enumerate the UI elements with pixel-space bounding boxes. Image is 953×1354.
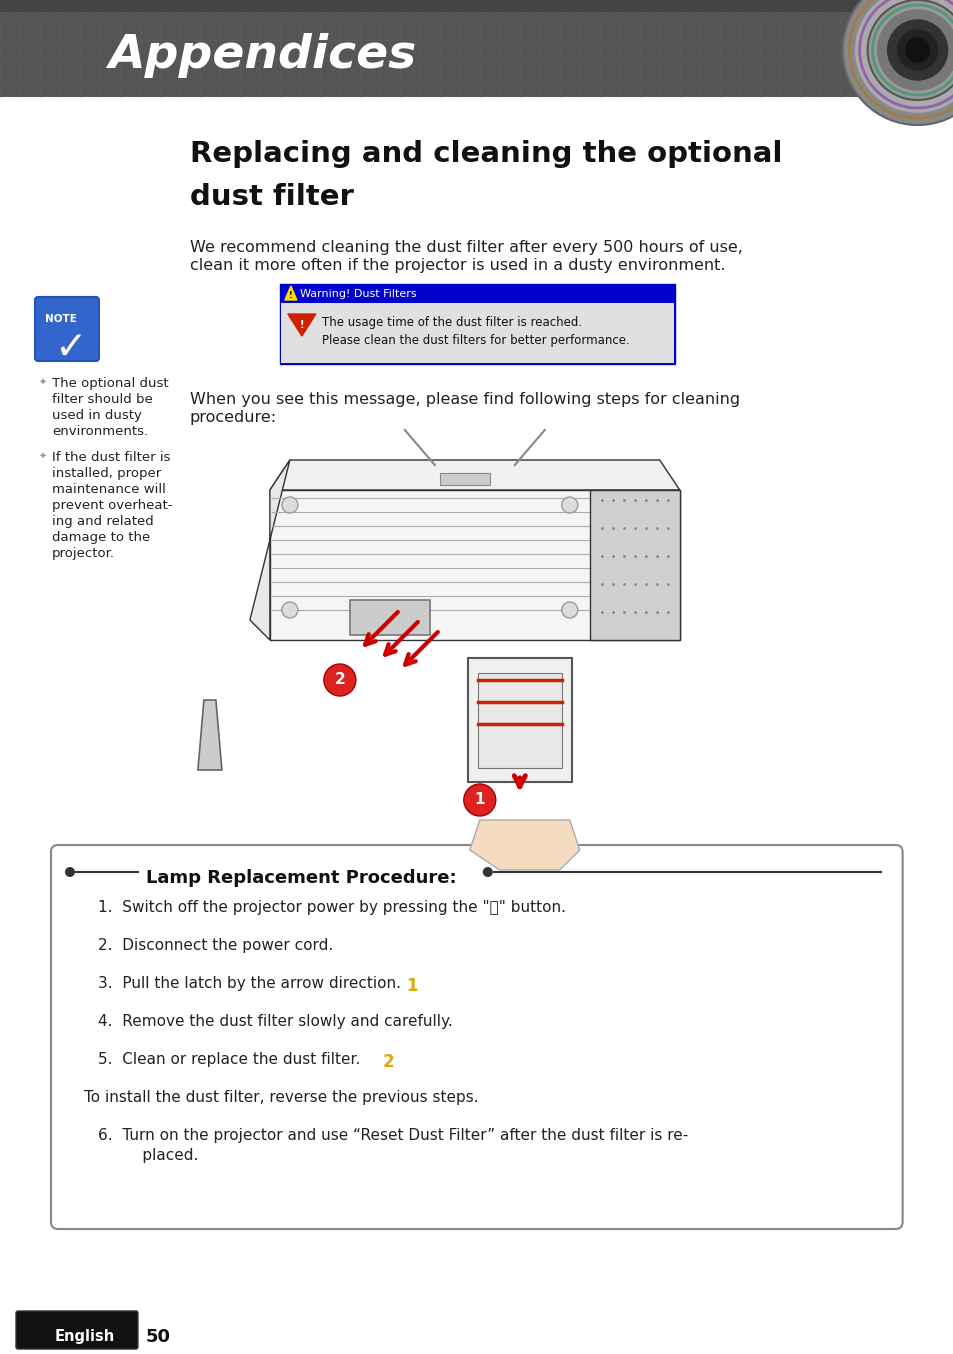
Text: prevent overheat-: prevent overheat- bbox=[51, 500, 172, 512]
Circle shape bbox=[65, 867, 75, 877]
Text: NOTE: NOTE bbox=[45, 314, 77, 324]
Text: !: ! bbox=[299, 320, 304, 330]
Circle shape bbox=[561, 603, 578, 617]
Polygon shape bbox=[288, 314, 315, 336]
Text: clean it more often if the projector is used in a dusty environment.: clean it more often if the projector is … bbox=[190, 259, 724, 274]
Text: 1: 1 bbox=[474, 792, 484, 807]
Circle shape bbox=[281, 603, 297, 617]
Text: 4.  Remove the dust filter slowly and carefully.: 4. Remove the dust filter slowly and car… bbox=[98, 1014, 453, 1029]
Bar bbox=[477, 673, 561, 768]
Text: To install the dust filter, reverse the previous steps.: To install the dust filter, reverse the … bbox=[84, 1090, 478, 1105]
Text: environments.: environments. bbox=[51, 425, 148, 437]
Bar bbox=[190, 431, 759, 810]
FancyBboxPatch shape bbox=[467, 658, 571, 783]
Text: Replacing and cleaning the optional: Replacing and cleaning the optional bbox=[190, 139, 781, 168]
Text: used in dusty: used in dusty bbox=[51, 409, 142, 422]
Text: 1: 1 bbox=[405, 978, 416, 995]
Circle shape bbox=[482, 867, 493, 877]
Text: 2: 2 bbox=[382, 1053, 394, 1071]
Circle shape bbox=[866, 0, 953, 100]
Text: installed, proper: installed, proper bbox=[51, 467, 161, 481]
Text: We recommend cleaning the dust filter after every 500 hours of use,: We recommend cleaning the dust filter af… bbox=[190, 240, 742, 255]
Bar bbox=[280, 303, 673, 363]
Text: When you see this message, please find following steps for cleaning: When you see this message, please find f… bbox=[190, 393, 740, 408]
Polygon shape bbox=[469, 821, 579, 871]
Circle shape bbox=[855, 0, 953, 112]
Polygon shape bbox=[589, 490, 679, 640]
Circle shape bbox=[886, 20, 946, 80]
Text: Please clean the dust filters for better performance.: Please clean the dust filters for better… bbox=[321, 334, 629, 347]
Circle shape bbox=[281, 497, 297, 513]
Text: 50: 50 bbox=[146, 1328, 171, 1346]
Text: The optional dust: The optional dust bbox=[51, 376, 169, 390]
Bar bbox=[0, 0, 953, 97]
Text: 2: 2 bbox=[335, 673, 345, 688]
Polygon shape bbox=[270, 460, 679, 490]
FancyBboxPatch shape bbox=[51, 845, 902, 1229]
Text: ing and related: ing and related bbox=[51, 515, 153, 528]
Text: 3.  Pull the latch by the arrow direction.: 3. Pull the latch by the arrow direction… bbox=[98, 976, 400, 991]
Text: placed.: placed. bbox=[118, 1148, 198, 1163]
Text: The usage time of the dust filter is reached.: The usage time of the dust filter is rea… bbox=[321, 315, 581, 329]
Circle shape bbox=[877, 9, 953, 89]
Text: 6.  Turn on the projector and use “Reset Dust Filter” after the dust filter is r: 6. Turn on the projector and use “Reset … bbox=[98, 1128, 687, 1143]
Text: procedure:: procedure: bbox=[190, 410, 276, 425]
Bar bbox=[0, 0, 953, 12]
Circle shape bbox=[841, 0, 953, 125]
FancyBboxPatch shape bbox=[16, 1311, 138, 1349]
Text: 2.  Disconnect the power cord.: 2. Disconnect the power cord. bbox=[98, 938, 333, 953]
Text: damage to the: damage to the bbox=[51, 531, 150, 544]
Bar bbox=[439, 473, 489, 485]
Polygon shape bbox=[197, 700, 222, 770]
Text: Lamp Replacement Procedure:: Lamp Replacement Procedure: bbox=[146, 869, 456, 887]
Text: Appendices: Appendices bbox=[108, 34, 416, 79]
Text: !: ! bbox=[289, 291, 293, 299]
Text: projector.: projector. bbox=[51, 547, 115, 561]
Circle shape bbox=[904, 38, 928, 62]
Polygon shape bbox=[250, 460, 290, 640]
Text: maintenance will: maintenance will bbox=[51, 483, 166, 496]
Circle shape bbox=[561, 497, 578, 513]
FancyBboxPatch shape bbox=[35, 297, 99, 362]
Text: filter should be: filter should be bbox=[51, 393, 152, 406]
Bar bbox=[279, 284, 674, 364]
Text: English: English bbox=[55, 1330, 115, 1345]
Circle shape bbox=[463, 784, 496, 816]
Text: ✦: ✦ bbox=[39, 452, 47, 462]
Polygon shape bbox=[285, 286, 296, 301]
Bar bbox=[350, 600, 430, 635]
Text: dust filter: dust filter bbox=[190, 183, 354, 211]
Text: ✓: ✓ bbox=[54, 329, 87, 367]
Text: 1.  Switch off the projector power by pressing the "⏻" button.: 1. Switch off the projector power by pre… bbox=[98, 900, 565, 915]
Text: Warning! Dust Filters: Warning! Dust Filters bbox=[299, 288, 416, 299]
Text: 5.  Clean or replace the dust filter.: 5. Clean or replace the dust filter. bbox=[98, 1052, 360, 1067]
Circle shape bbox=[897, 30, 937, 70]
Polygon shape bbox=[270, 490, 679, 640]
Bar bbox=[279, 284, 674, 302]
Text: If the dust filter is: If the dust filter is bbox=[51, 451, 171, 464]
Circle shape bbox=[323, 663, 355, 696]
Text: ✦: ✦ bbox=[39, 378, 47, 389]
